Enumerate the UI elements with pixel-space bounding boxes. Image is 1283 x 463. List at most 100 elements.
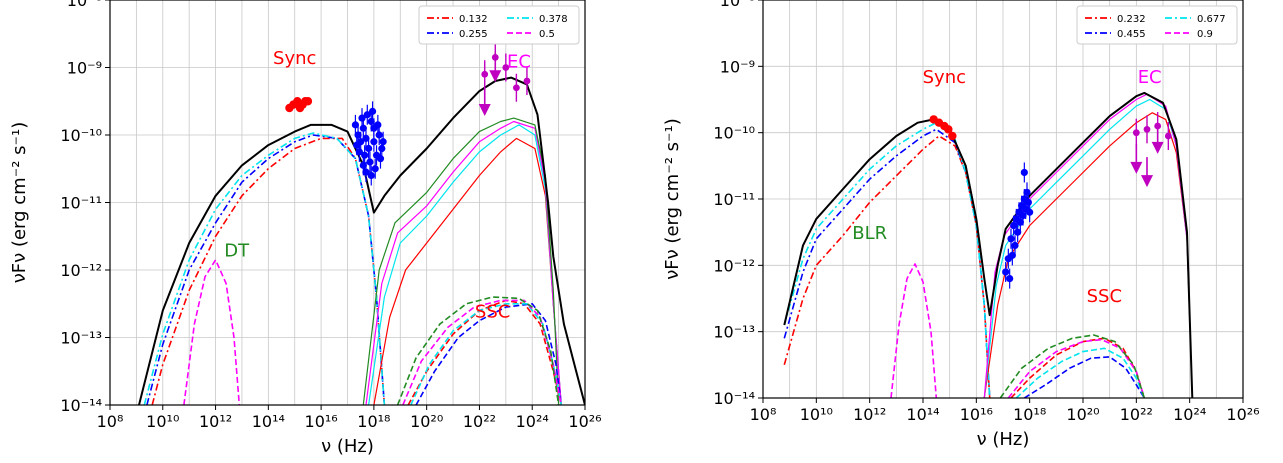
right-data-point-blue — [1007, 235, 1015, 243]
left-y-tick-label: 10⁻¹⁴ — [60, 396, 102, 415]
left-model-curves — [138, 76, 585, 405]
left-data-point-blue — [365, 144, 373, 153]
left-x-tick-label: 10²² — [463, 412, 496, 431]
left-data-point-blue — [359, 161, 367, 169]
right-annotations: Sync EC BLR SSC — [852, 67, 1161, 307]
right-data-point-blue — [1024, 198, 1032, 206]
left-data-point-blue — [376, 155, 385, 163]
right-annotation-sync: Sync — [923, 67, 966, 88]
right-data-point-purple — [1143, 125, 1151, 133]
right-x-axis-label: ν (Hz) — [977, 429, 1030, 450]
left-sed-chart: 10⁸ 10¹⁰ 10¹² 10¹⁴ 10¹⁶ 10¹⁸ 10²⁰ 10²² 10²⁴ 10²⁶ … — [9, 0, 602, 457]
right-data-point-blue — [1010, 221, 1018, 230]
right-curve-blue-dashed — [1023, 356, 1145, 398]
right-y-ticks: 10⁻⁸ 10⁻⁹ 10⁻¹⁰ 10⁻¹¹ 10⁻¹² 10⁻¹³ 10⁻¹⁴ — [713, 0, 763, 408]
right-data-point-red — [944, 125, 953, 134]
left-data-point-blue — [370, 138, 378, 146]
right-observed-data — [929, 112, 1172, 289]
left-legend-label: 0.378 — [539, 14, 568, 25]
right-data-point-blue — [1014, 228, 1022, 236]
right-x-tick-label: 10²⁴ — [1173, 405, 1206, 424]
left-annotation-ssc: SSC — [475, 301, 510, 322]
right-data-point-red — [948, 131, 957, 141]
left-legend-label: 0.132 — [459, 14, 488, 25]
left-data-point-blue — [370, 124, 378, 132]
right-data-point-blue — [1011, 241, 1019, 250]
left-data-point-purple — [502, 64, 510, 71]
right-y-tick-label: 10⁻¹⁴ — [713, 389, 755, 408]
right-curve-magenta-dashed — [1007, 338, 1146, 398]
left-data-point-blue — [375, 131, 383, 139]
right-upper-limit-arrow — [1141, 175, 1153, 188]
left-data-point-purple — [481, 70, 489, 78]
right-x-tick-label: 10¹⁶ — [960, 405, 993, 424]
left-curve-green-dashed — [396, 296, 560, 405]
right-x-tick-label: 10²⁶ — [1226, 405, 1259, 424]
left-x-tick-label: 10¹⁶ — [305, 412, 338, 431]
right-x-tick-label: 10²² — [1120, 405, 1153, 424]
right-y-tick-label: 10⁻¹³ — [713, 323, 755, 342]
left-data-point-blue — [378, 144, 386, 153]
right-x-tick-label: 10¹⁸ — [1013, 405, 1046, 424]
right-x-tick-label: 10²⁰ — [1066, 405, 1099, 424]
right-legend-label: 0.9 — [1197, 29, 1213, 40]
left-annotations: Sync EC DT SSC — [224, 48, 531, 322]
left-curve-red-dashdot — [151, 137, 386, 405]
left-x-tick-label: 10¹⁸ — [357, 412, 390, 431]
left-data-point-blue — [355, 148, 363, 156]
left-observed-data — [285, 43, 531, 186]
right-data-point-blue — [1020, 168, 1028, 177]
right-legend-label: 0.232 — [1117, 14, 1146, 25]
right-data-point-blue — [1019, 211, 1027, 220]
left-x-ticks: 10⁸ 10¹⁰ 10¹² 10¹⁴ 10¹⁶ 10¹⁸ 10²⁰ 10²² 10²⁴ 10²⁶ — [97, 405, 602, 431]
right-upper-limit-arrow — [1130, 161, 1143, 174]
left-curve-cyan-dashed — [410, 303, 563, 405]
left-legend-box — [418, 5, 580, 45]
right-legend: 0.232 0.455 0.677 0.9 — [1076, 5, 1238, 45]
right-data-point-blue — [1006, 275, 1014, 283]
left-x-tick-label: 10²⁰ — [410, 412, 443, 431]
left-y-tick-label: 10⁻¹⁰ — [60, 126, 102, 145]
left-y-tick-label: 10⁻⁸ — [67, 0, 102, 10]
left-y-tick-label: 10⁻¹³ — [60, 329, 102, 348]
left-y-tick-label: 10⁻¹² — [60, 261, 102, 280]
right-y-tick-label: 10⁻⁸ — [720, 0, 755, 10]
right-sed-chart: 10⁸ 10¹⁰ 10¹² 10¹⁴ 10¹⁶ 10¹⁸ 10²⁰ 10²² 10²⁴ 10²⁶ … — [662, 0, 1260, 450]
left-x-tick-label: 10²⁴ — [516, 412, 549, 431]
right-x-ticks: 10⁸ 10¹⁰ 10¹² 10¹⁴ 10¹⁶ 10¹⁸ 10²⁰ 10²² 10²⁴ 10²⁶ — [750, 398, 1260, 424]
left-y-axis-label: νFν (erg cm⁻² s⁻¹) — [9, 122, 30, 284]
left-upper-limit-arrow — [489, 70, 502, 83]
left-x-tick-label: 10¹⁰ — [146, 412, 179, 431]
right-curve-magenta-dashed — [890, 263, 938, 398]
left-y-ticks: 10⁻⁸ 10⁻⁹ 10⁻¹⁰ 10⁻¹¹ 10⁻¹² 10⁻¹³ 10⁻¹⁴ — [60, 0, 110, 415]
left-data-point-purple — [523, 77, 531, 85]
right-data-point-purple — [1132, 129, 1140, 137]
left-x-tick-label: 10¹⁴ — [252, 412, 285, 431]
right-curve-green-dashed — [999, 334, 1146, 398]
right-data-point-blue — [1002, 268, 1010, 276]
left-x-tick-label: 10⁸ — [97, 412, 124, 431]
left-data-point-blue — [371, 165, 379, 173]
right-curve-cyan-dashed — [1015, 347, 1146, 398]
right-x-tick-label: 10¹⁰ — [800, 405, 833, 424]
left-upper-limit-arrow — [478, 104, 491, 116]
right-data-point-blue — [1016, 218, 1024, 226]
left-data-point-blue — [353, 141, 361, 149]
right-annotation-blr: BLR — [852, 223, 887, 244]
right-y-tick-label: 10⁻¹¹ — [713, 190, 755, 209]
right-y-tick-label: 10⁻¹⁰ — [713, 124, 755, 143]
right-y-axis-label: νFν (erg cm⁻² s⁻¹) — [662, 118, 683, 280]
left-legend-label: 0.5 — [539, 29, 555, 40]
left-annotation-ec: EC — [507, 52, 531, 73]
left-data-point-red — [303, 97, 313, 106]
left-data-point-blue — [367, 171, 375, 180]
left-x-axis-label: ν (Hz) — [321, 436, 374, 457]
left-data-point-blue — [351, 121, 360, 129]
left-y-tick-label: 10⁻¹¹ — [60, 194, 102, 213]
left-x-tick-label: 10¹² — [199, 412, 232, 431]
right-annotation-ec: EC — [1138, 67, 1162, 88]
left-y-tick-label: 10⁻⁹ — [67, 59, 102, 78]
left-legend: 0.132 0.255 0.378 0.5 — [418, 5, 580, 45]
left-curve-magenta-dashed — [402, 299, 563, 405]
